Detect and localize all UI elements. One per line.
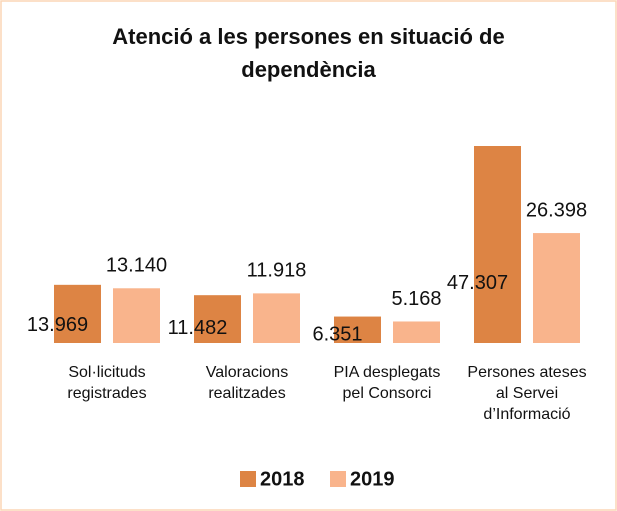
bar xyxy=(533,233,580,343)
data-label: 13.969 xyxy=(27,314,88,336)
bar xyxy=(194,295,241,343)
data-label: 5.168 xyxy=(391,288,441,310)
data-label: 26.398 xyxy=(526,199,587,221)
data-label: 13.140 xyxy=(106,255,167,277)
data-label: 11.918 xyxy=(247,260,307,282)
data-label: 47.307 xyxy=(447,272,508,294)
bar xyxy=(334,316,381,343)
bar xyxy=(474,146,521,343)
bar xyxy=(54,284,101,343)
data-label: 6.351 xyxy=(312,323,362,345)
data-label: 11.482 xyxy=(168,317,228,339)
x-tick-label: Valoracions realitzades xyxy=(205,364,289,402)
x-tick-label: Sol·licituds registrades xyxy=(67,364,147,402)
bar xyxy=(393,321,440,343)
legend-swatch xyxy=(240,471,256,487)
legend-label: 2018 xyxy=(260,468,305,490)
legend-label: 2019 xyxy=(350,468,395,490)
x-tick-label: PIA desplegats pel Consorci xyxy=(333,364,441,402)
bar xyxy=(253,293,300,343)
chart-title: Atenció a les persones en situació de de… xyxy=(112,24,505,82)
bar xyxy=(113,288,160,343)
legend-swatch xyxy=(330,471,346,487)
x-tick-label: Persones ateses al Servei d’Informació xyxy=(467,364,587,423)
